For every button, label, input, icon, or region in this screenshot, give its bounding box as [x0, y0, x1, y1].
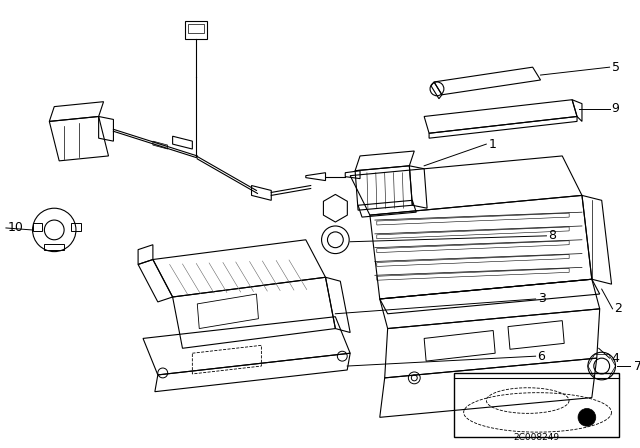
Bar	[33, 223, 42, 231]
Polygon shape	[153, 141, 168, 149]
Text: 1: 1	[488, 138, 496, 151]
Text: 10: 10	[8, 221, 24, 234]
Text: 2: 2	[614, 302, 622, 315]
Bar	[454, 373, 620, 437]
Text: 7: 7	[634, 360, 640, 373]
Text: 5: 5	[612, 60, 620, 73]
Text: 2C008249: 2C008249	[513, 433, 559, 442]
Bar	[71, 223, 81, 231]
Text: 9: 9	[612, 102, 620, 115]
Bar	[188, 24, 204, 33]
Text: 6: 6	[538, 350, 545, 363]
Text: 3: 3	[538, 293, 545, 306]
Text: 8: 8	[548, 229, 556, 242]
Bar	[44, 244, 64, 250]
Circle shape	[578, 409, 596, 426]
Bar	[186, 21, 207, 39]
Text: 4: 4	[612, 352, 620, 365]
